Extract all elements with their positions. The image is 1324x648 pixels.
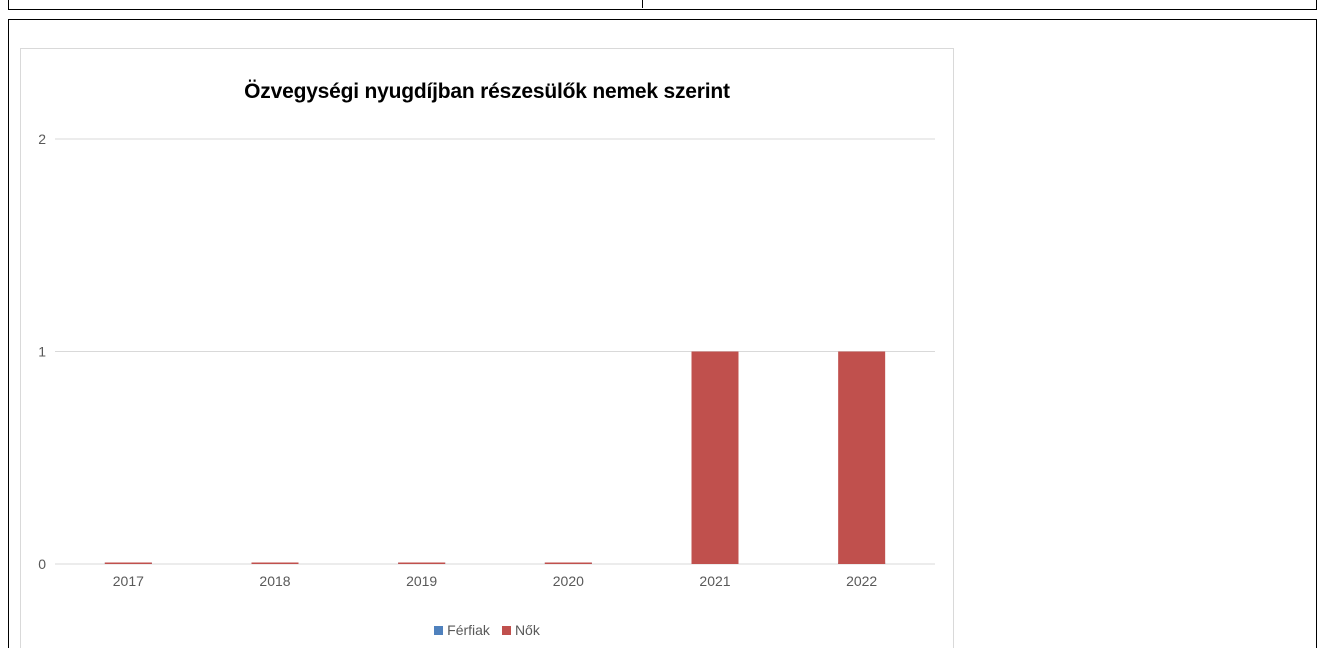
- x-tick-label-2021: 2021: [699, 573, 730, 589]
- x-tick-label-2017: 2017: [113, 573, 144, 589]
- chart-container[interactable]: [20, 48, 954, 648]
- bar-Nők-2019[interactable]: [398, 562, 446, 565]
- y-tick-label-2: 2: [38, 131, 46, 147]
- previous-table-edge: [8, 0, 1317, 10]
- legend-label: Nők: [514, 622, 540, 638]
- chart-legend: Férfiak Nők: [20, 622, 954, 638]
- legend-swatch: [434, 625, 444, 635]
- bar-Nők-2018[interactable]: [251, 562, 299, 565]
- y-tick-label-0: 0: [38, 556, 46, 572]
- legend-swatch: [501, 625, 511, 635]
- chart-title: Özvegységi nyugdíjban részesülők nemek s…: [244, 80, 730, 103]
- x-tick-label-2019: 2019: [406, 573, 437, 589]
- x-tick-label-2022: 2022: [846, 573, 877, 589]
- legend-label: Férfiak: [447, 622, 490, 638]
- legend-item-Nők[interactable]: Nők: [501, 622, 540, 638]
- table-divider: [642, 0, 643, 8]
- legend-item-Férfiak[interactable]: Férfiak: [434, 622, 490, 638]
- page-frame: [8, 19, 1317, 648]
- y-tick-label-1: 1: [38, 344, 46, 360]
- bar-Nők-2021[interactable]: [691, 351, 739, 565]
- bar-Nők-2020[interactable]: [544, 562, 592, 565]
- bar-Nők-2017[interactable]: [104, 562, 152, 565]
- bar-Nők-2022[interactable]: [838, 351, 886, 565]
- x-tick-label-2018: 2018: [259, 573, 290, 589]
- x-tick-label-2020: 2020: [553, 573, 584, 589]
